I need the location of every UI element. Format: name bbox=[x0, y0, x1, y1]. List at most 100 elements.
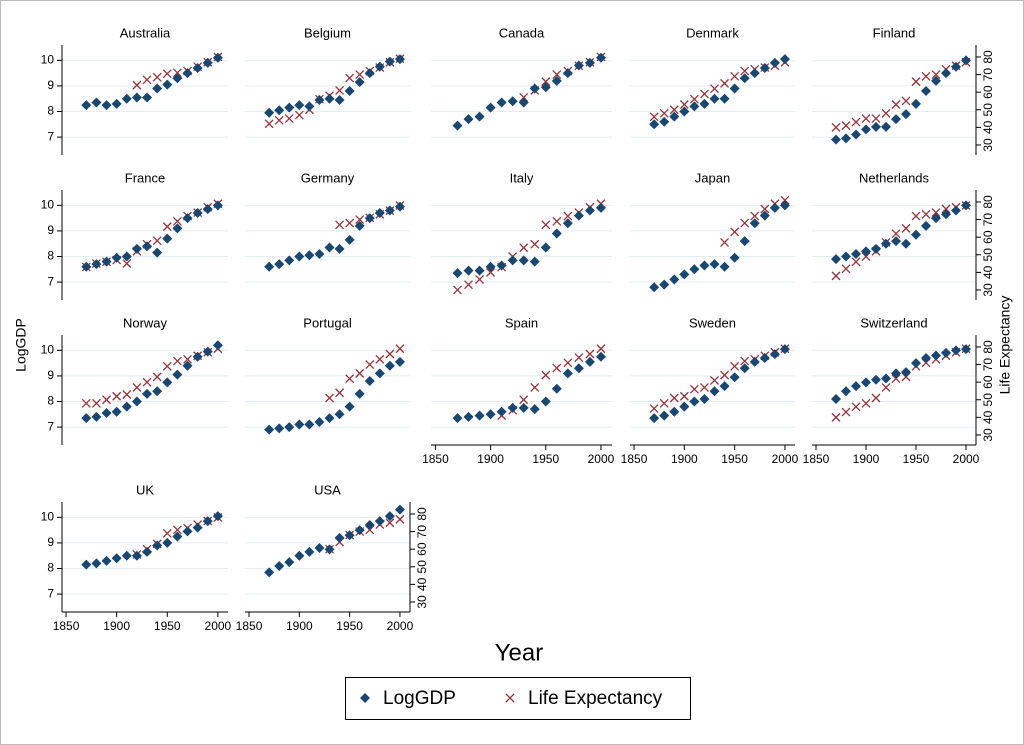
x-stroke bbox=[345, 374, 355, 384]
diamond-marker bbox=[192, 63, 203, 74]
y2-tick-label: 40 bbox=[981, 410, 995, 424]
x-stroke bbox=[464, 280, 473, 290]
x-marker bbox=[730, 227, 740, 237]
x-marker bbox=[530, 239, 540, 249]
x-axis-title: Year bbox=[495, 639, 544, 666]
legend-label: LogGDP bbox=[383, 688, 456, 709]
x-stroke bbox=[730, 227, 740, 237]
panel-title: Japan bbox=[695, 170, 730, 185]
x-stroke bbox=[132, 80, 142, 90]
diamond-marker bbox=[81, 559, 92, 570]
x-marker bbox=[530, 382, 540, 392]
x-stroke bbox=[395, 344, 405, 354]
x-marker bbox=[102, 395, 111, 405]
x-stroke bbox=[831, 412, 841, 422]
diamond-marker bbox=[562, 218, 573, 229]
x-marker bbox=[901, 96, 911, 106]
diamond-marker bbox=[394, 54, 405, 65]
x-marker bbox=[91, 398, 101, 408]
diamond-marker bbox=[749, 356, 760, 367]
x-stroke bbox=[780, 195, 790, 205]
x-stroke bbox=[395, 514, 405, 524]
x-stroke bbox=[871, 114, 881, 124]
x-marker bbox=[921, 71, 931, 81]
diamond-marker bbox=[595, 202, 606, 213]
y-tick-label: 10 bbox=[41, 198, 55, 212]
diamond-marker bbox=[172, 73, 183, 84]
diamond-marker bbox=[562, 68, 573, 79]
diamond-marker bbox=[202, 346, 213, 357]
x-stroke bbox=[841, 264, 851, 274]
diamond-marker bbox=[921, 353, 931, 364]
x-stroke bbox=[861, 398, 871, 408]
y2-tick-label: 40 bbox=[981, 265, 995, 279]
x-stroke bbox=[891, 229, 901, 239]
x-tick-label: 1850 bbox=[621, 452, 648, 466]
y2-tick-label: 50 bbox=[981, 248, 995, 262]
diamond-marker bbox=[540, 396, 551, 407]
x-stroke bbox=[519, 395, 529, 405]
diamond-marker bbox=[851, 381, 861, 392]
x-stroke bbox=[355, 368, 365, 378]
y2-tick-label: 70 bbox=[981, 213, 995, 227]
y2-tick-label: 80 bbox=[415, 507, 429, 521]
x-stroke bbox=[861, 114, 871, 124]
diamond-marker bbox=[739, 363, 750, 374]
diamond-marker bbox=[891, 236, 901, 247]
y2-tick-label: 60 bbox=[415, 542, 429, 556]
x-stroke bbox=[355, 70, 365, 80]
x-tick-label: 2000 bbox=[588, 452, 615, 466]
x-tick-label: 1950 bbox=[903, 452, 930, 466]
diamond-marker bbox=[334, 409, 345, 420]
x-marker bbox=[831, 122, 841, 132]
diamond-marker bbox=[689, 396, 700, 407]
diamond-marker bbox=[891, 114, 901, 125]
diamond-marker bbox=[284, 255, 295, 266]
x-marker bbox=[659, 398, 669, 408]
x-stroke bbox=[172, 525, 182, 535]
diamond-marker bbox=[779, 200, 790, 211]
diamond-marker bbox=[507, 96, 518, 107]
diamond-marker bbox=[354, 525, 365, 536]
diamond-marker bbox=[374, 208, 385, 219]
diamond-marker bbox=[779, 54, 790, 65]
x-marker bbox=[689, 94, 699, 104]
x-marker bbox=[831, 271, 841, 281]
y-tick-label: 8 bbox=[47, 249, 54, 263]
x-marker bbox=[152, 236, 162, 246]
diamond-marker bbox=[669, 274, 680, 285]
x-marker bbox=[931, 208, 941, 217]
diamond-marker bbox=[81, 100, 92, 111]
diamond-marker bbox=[709, 93, 720, 104]
diamond-marker bbox=[131, 396, 142, 407]
y2-axis-title: Life Expectancy bbox=[997, 296, 1013, 395]
x-stroke bbox=[871, 393, 881, 403]
diamond-marker bbox=[121, 401, 132, 412]
diamond-marker bbox=[131, 550, 142, 561]
diamond-marker bbox=[212, 52, 223, 63]
diamond-marker bbox=[142, 546, 153, 557]
x-marker bbox=[335, 220, 345, 230]
x-stroke bbox=[861, 252, 871, 261]
diamond-marker bbox=[729, 83, 740, 94]
x-marker bbox=[142, 75, 152, 85]
y-tick-label: 7 bbox=[47, 129, 54, 143]
x-stroke bbox=[325, 393, 334, 403]
diamond-marker bbox=[324, 93, 335, 104]
diamond-marker bbox=[463, 114, 474, 125]
x-marker bbox=[132, 382, 142, 392]
diamond-marker bbox=[344, 86, 355, 97]
x-marker bbox=[679, 391, 689, 401]
x-tick-label: 2000 bbox=[953, 452, 980, 466]
x-stroke bbox=[385, 518, 395, 528]
x-marker bbox=[780, 195, 790, 205]
diamond-marker bbox=[689, 264, 700, 275]
x-stroke bbox=[102, 395, 111, 405]
x-stroke bbox=[122, 390, 132, 399]
diamond-marker bbox=[562, 368, 573, 379]
x-marker bbox=[345, 218, 355, 228]
diamond-marker bbox=[182, 213, 193, 224]
x-stroke bbox=[172, 68, 182, 78]
x-marker bbox=[931, 70, 941, 80]
diamond-marker bbox=[384, 360, 395, 371]
